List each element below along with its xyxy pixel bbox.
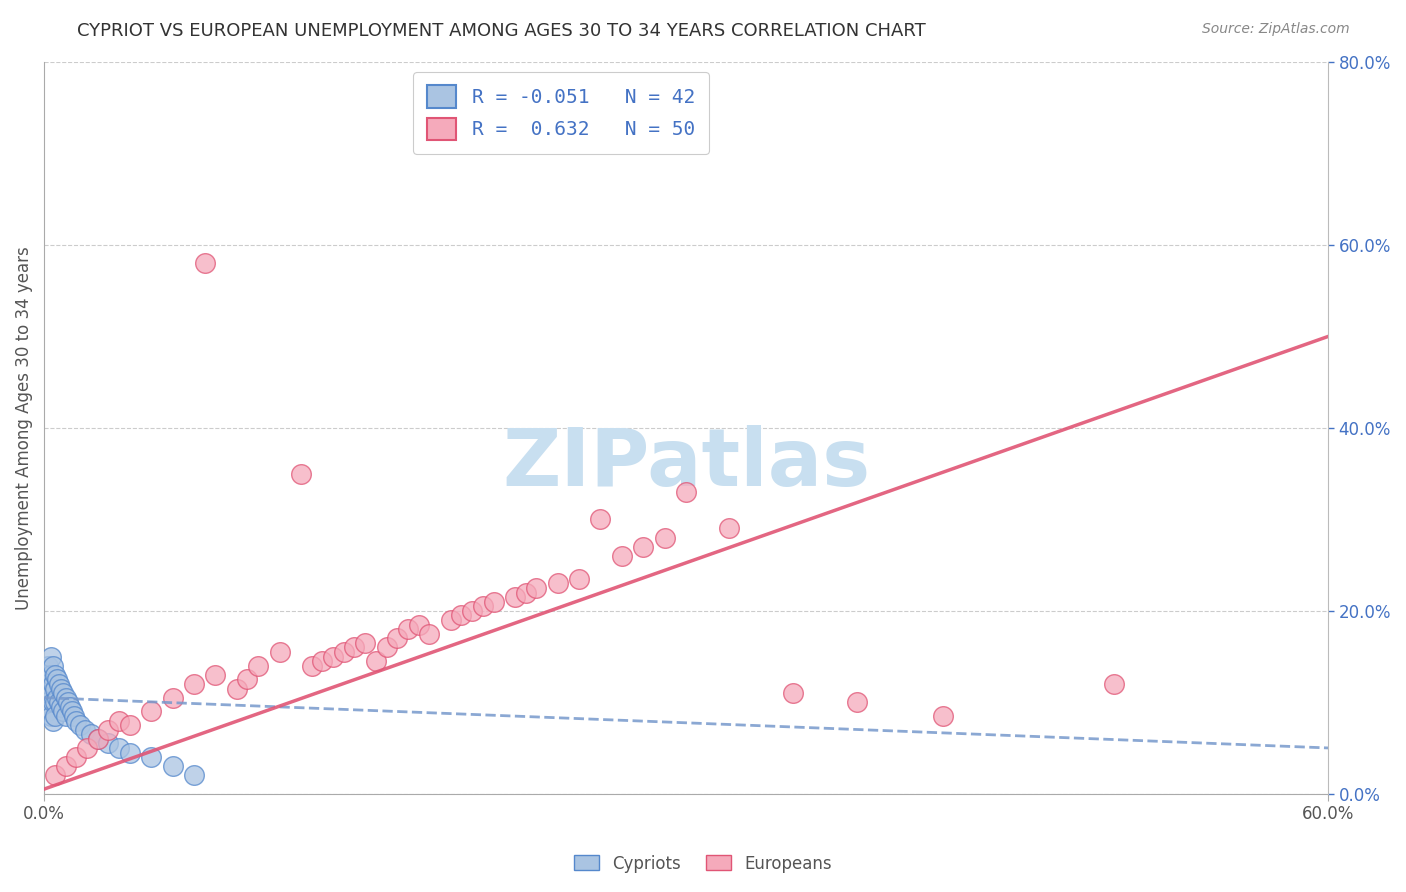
Point [48,695,70,709]
Point [633,540,655,554]
Point [782,686,804,700]
Point [46,690,69,705]
Point [65,750,87,764]
Point [675,484,697,499]
Point [932,709,955,723]
Point [450,608,472,623]
Point [52,686,75,700]
Point [52,705,75,719]
Point [55,709,77,723]
Point [654,531,676,545]
Point [524,581,547,595]
Point [35,695,58,709]
Point [46,673,69,687]
Point [60,705,83,719]
Point [461,604,484,618]
Point [63,709,86,723]
Point [194,256,217,270]
Point [503,590,526,604]
Point [86,731,108,746]
Point [1102,677,1125,691]
Point [225,681,247,696]
Point [418,626,440,640]
Point [162,690,184,705]
Point [37,677,59,691]
Point [108,714,131,728]
Point [39,668,62,682]
Point [56,695,79,709]
Point [80,727,103,741]
Text: Source: ZipAtlas.com: Source: ZipAtlas.com [1202,22,1350,37]
Point [343,640,366,655]
Point [65,714,87,728]
Point [73,723,96,737]
Point [37,705,59,719]
Point [76,741,98,756]
Point [44,668,66,682]
Legend: Cypriots, Europeans: Cypriots, Europeans [567,848,839,880]
Y-axis label: Unemployment Among Ages 30 to 34 years: Unemployment Among Ages 30 to 34 years [15,246,32,610]
Point [354,636,377,650]
Point [364,654,387,668]
Point [44,695,66,709]
Point [118,746,141,760]
Point [51,699,73,714]
Text: CYPRIOT VS EUROPEAN UNEMPLOYMENT AMONG AGES 30 TO 34 YEARS CORRELATION CHART: CYPRIOT VS EUROPEAN UNEMPLOYMENT AMONG A… [77,22,927,40]
Point [332,645,354,659]
Point [568,572,591,586]
Point [471,599,494,614]
Point [69,718,91,732]
Point [408,617,430,632]
Point [236,673,259,687]
Point [846,695,869,709]
Point [118,718,141,732]
Point [139,705,162,719]
Point [247,658,270,673]
Point [183,768,205,782]
Point [48,677,70,691]
Point [162,759,184,773]
Point [269,645,291,659]
Point [183,677,205,691]
Point [55,759,77,773]
Point [482,594,505,608]
Point [515,585,537,599]
Point [39,649,62,664]
Point [547,576,569,591]
Point [44,768,66,782]
Point [717,521,740,535]
Point [41,695,63,709]
Point [440,613,463,627]
Point [311,654,333,668]
Point [39,709,62,723]
Point [108,741,131,756]
Point [322,649,344,664]
Point [139,750,162,764]
Point [375,640,398,655]
Text: ZIPatlas: ZIPatlas [502,425,870,503]
Point [44,681,66,696]
Point [41,677,63,691]
Point [589,512,612,526]
Point [204,668,226,682]
Point [41,714,63,728]
Point [37,658,59,673]
Point [610,549,633,563]
Point [35,668,58,682]
Point [39,686,62,700]
Point [55,690,77,705]
Point [301,658,323,673]
Point [51,681,73,696]
Point [387,631,409,645]
Point [41,658,63,673]
Point [44,709,66,723]
Point [97,736,120,750]
Legend: R = -0.051   N = 42, R =  0.632   N = 50: R = -0.051 N = 42, R = 0.632 N = 50 [413,72,709,153]
Point [290,467,312,481]
Point [396,622,419,636]
Point [86,731,108,746]
Point [59,699,82,714]
Point [97,723,120,737]
